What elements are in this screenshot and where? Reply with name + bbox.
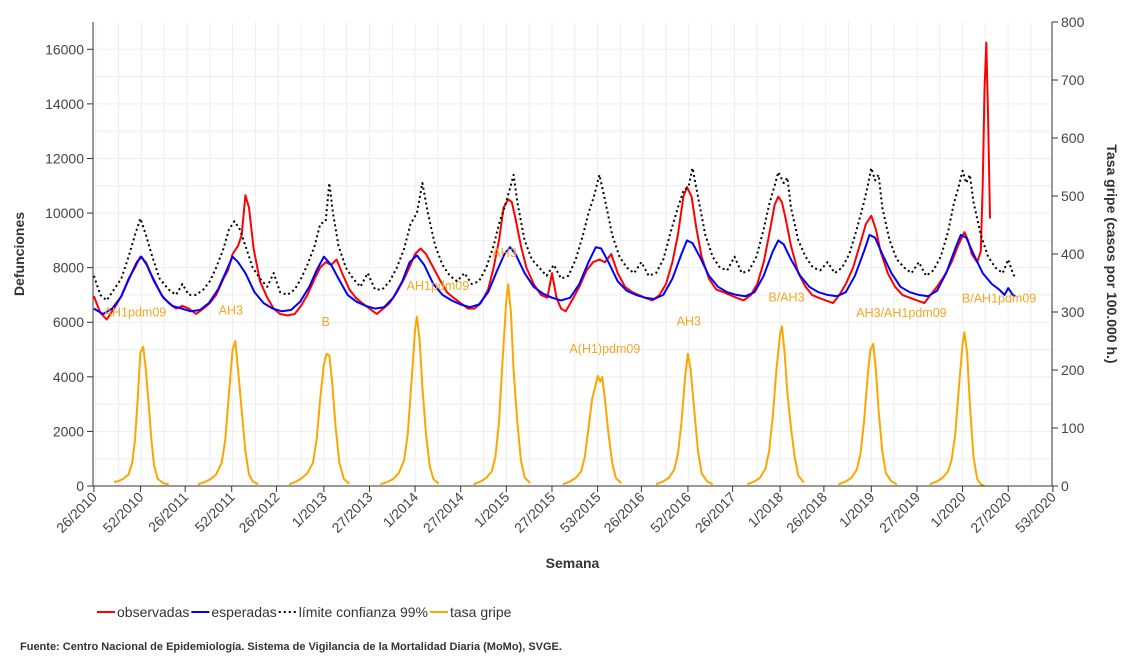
series-line-tasa-gripe: [113, 283, 985, 487]
flu-annotation: AH3: [492, 246, 516, 260]
x-tick-label: 26/2011: [145, 489, 192, 536]
x-tick-label: 53/2015: [557, 489, 604, 536]
legend-label: tasa gripe: [450, 604, 512, 620]
y2-tick-label: 400: [1061, 246, 1085, 262]
flu-annotation: AH1pdm09: [407, 279, 470, 293]
x-tick-label: 27/2019: [876, 489, 923, 536]
x-tick-label: 1/2020: [927, 489, 969, 531]
y-tick-label: 10000: [45, 205, 84, 221]
flu-annotation: B/AH3: [768, 291, 804, 305]
x-tick-label: 1/2019: [836, 489, 878, 531]
y2-tick-label: 200: [1061, 362, 1085, 378]
x-tick-label: 1/2014: [380, 489, 422, 531]
flu-annotation: AH3: [219, 303, 243, 317]
flu-annotation: A(H1)pdm09: [569, 342, 640, 356]
legend-label: esperadas: [211, 604, 276, 620]
y-tick-label: 2000: [53, 423, 84, 439]
x-tick-label: 26/2018: [783, 489, 830, 536]
y-tick-label: 16000: [45, 41, 84, 57]
flu-annotation: AH3: [677, 314, 701, 328]
x-tick-label: 27/2014: [420, 489, 467, 536]
source-note: Fuente: Centro Nacional de Epidemiología…: [20, 641, 562, 653]
legend-label: observadas: [117, 604, 189, 620]
legend: observadas esperadas límite confianza 99% t…: [97, 604, 512, 620]
x-tick-label: 26/2017: [692, 489, 739, 536]
x-tick-label: 26/2016: [600, 489, 647, 536]
y2-tick-label: 800: [1061, 14, 1085, 30]
x-tick-label: 26/2010: [53, 489, 100, 536]
x-tick-label: 1/2018: [745, 489, 787, 531]
legend-label: límite confianza 99%: [299, 604, 428, 620]
y-tick-label: 0: [76, 478, 84, 494]
x-tick-label: 52/2011: [191, 489, 238, 536]
x-tick-label: 1/2015: [471, 489, 513, 531]
y-axis-title: Defunciones: [11, 212, 27, 296]
x-tick-label: 27/2013: [328, 489, 375, 536]
plot-area: [93, 22, 1052, 486]
y-tick-label: 4000: [53, 369, 84, 385]
flu-annotation: B: [322, 315, 330, 329]
y-tick-label: 6000: [53, 314, 84, 330]
x-tick-label: 53/2020: [1012, 489, 1059, 536]
x-tick-label: 1/2013: [288, 489, 330, 531]
y2-tick-label: 600: [1061, 130, 1085, 146]
series-layer: [92, 41, 1017, 487]
x-tick-label: 27/2020: [967, 489, 1014, 536]
flu-annotation: AH1pdm09: [104, 306, 167, 320]
y2-tick-label: 700: [1061, 72, 1085, 88]
x-tick-label: 27/2015: [511, 489, 558, 536]
flu-annotations: AH1pdm09 AH3 B AH1pdm09 AH3 A(H1)pdm09 AH3 B/AH…: [104, 246, 1037, 356]
y2-tick-label: 300: [1061, 304, 1085, 320]
x-tick-label: 26/2012: [235, 489, 282, 536]
y2-axis-title: Tasa gripe (casos por 100.000 h.): [1104, 144, 1120, 363]
y-tick-label: 8000: [53, 260, 84, 276]
x-axis-title: Semana: [546, 555, 600, 571]
y2-tick-label: 0: [1061, 478, 1069, 494]
y-tick-label: 14000: [45, 96, 84, 112]
series-line-límite-confianza-99: [92, 167, 1017, 302]
series-line-esperadas: [93, 233, 1016, 315]
series-line-observadas: [92, 41, 991, 321]
grid: [93, 22, 1052, 486]
y-tick-label: 12000: [45, 150, 84, 166]
flu-annotation: B/AH1pdm09: [962, 292, 1036, 306]
x-tick-label: 52/2016: [647, 489, 694, 536]
x-tick-label: 52/2010: [99, 489, 146, 536]
y2-tick-label: 100: [1061, 420, 1085, 436]
y2-tick-label: 500: [1061, 188, 1085, 204]
flu-annotation: AH3/AH1pdm09: [856, 306, 946, 320]
